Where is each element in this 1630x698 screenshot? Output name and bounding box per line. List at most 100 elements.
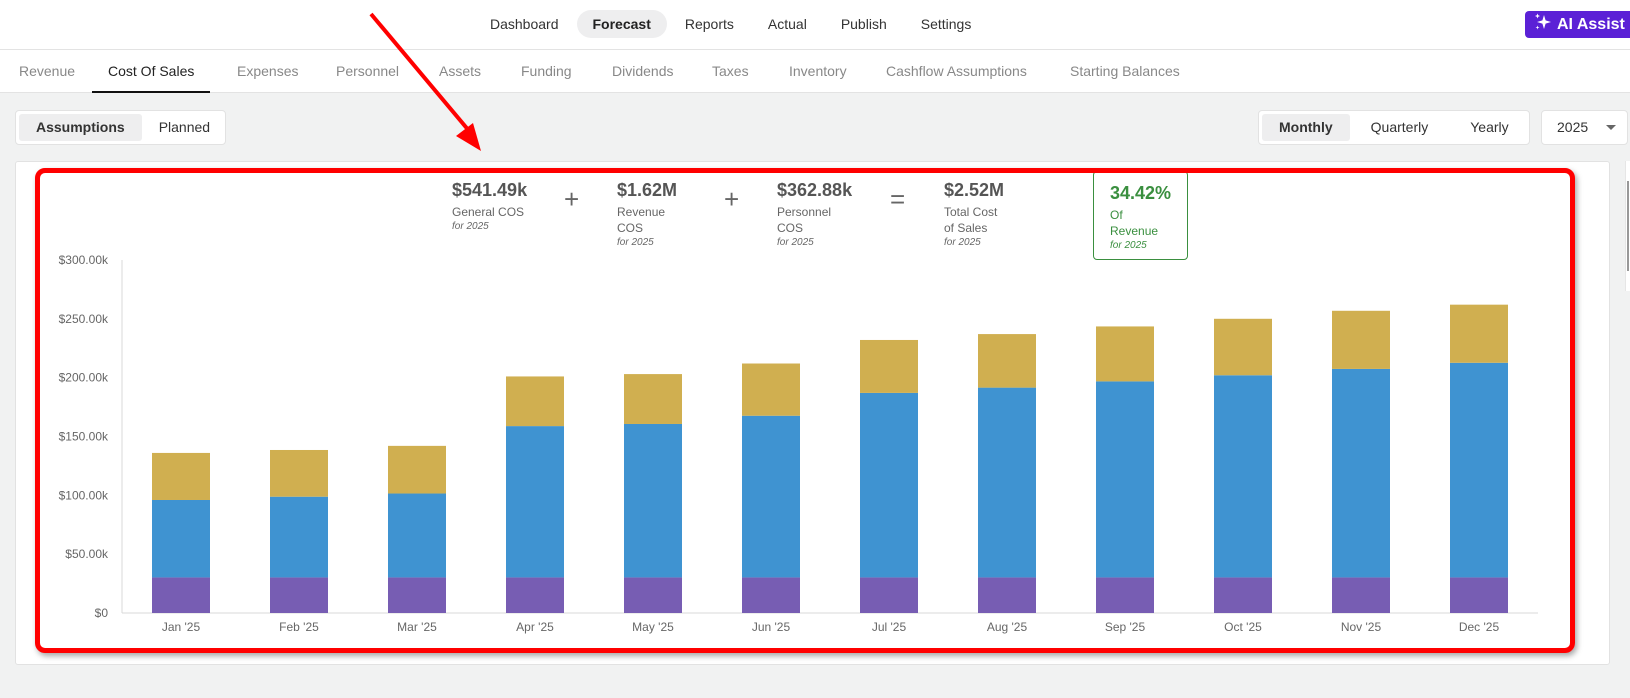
bar-stack[interactable] — [506, 376, 564, 613]
x-tick-label: Jun '25 — [752, 620, 791, 634]
view-toggle: Assumptions Planned — [15, 110, 226, 145]
tab-taxes[interactable]: Taxes — [712, 63, 749, 79]
kpi-period: for 2025 — [1110, 240, 1147, 251]
bar-personnel-cos[interactable] — [270, 577, 328, 613]
bar-personnel-cos[interactable] — [1450, 577, 1508, 613]
x-tick-label: Mar '25 — [397, 620, 437, 634]
section-tabs: Revenue Cost Of Sales Expenses Personnel… — [0, 50, 1630, 93]
bar-revenue-cos[interactable] — [506, 426, 564, 578]
bar-general-cos[interactable] — [388, 445, 446, 494]
bar-personnel-cos[interactable] — [978, 577, 1036, 613]
nav-publish[interactable]: Publish — [840, 16, 887, 32]
bar-stack[interactable] — [152, 452, 210, 613]
kpi-label: Revenue COS — [617, 205, 666, 235]
x-tick-label: Nov '25 — [1341, 620, 1382, 634]
bar-general-cos[interactable] — [270, 449, 328, 497]
ai-assist-label: AI Assist — [1557, 15, 1625, 33]
tab-starting-balances[interactable]: Starting Balances — [1070, 63, 1180, 79]
bar-revenue-cos[interactable] — [270, 496, 328, 578]
bar-general-cos[interactable] — [506, 376, 564, 427]
bar-general-cos[interactable] — [1214, 318, 1272, 376]
nav-actual[interactable]: Actual — [767, 16, 807, 32]
nav-reports[interactable]: Reports — [684, 16, 734, 32]
kpi-label: Personnel COS — [777, 205, 832, 235]
bar-revenue-cos[interactable] — [1332, 368, 1390, 578]
yearly-toggle[interactable]: Yearly — [1470, 119, 1509, 135]
bar-personnel-cos[interactable] — [742, 577, 800, 613]
bar-personnel-cos[interactable] — [506, 577, 564, 613]
bar-personnel-cos[interactable] — [1214, 577, 1272, 613]
tab-cost-of-sales[interactable]: Cost Of Sales — [92, 50, 211, 93]
tab-cashflow-assumptions[interactable]: Cashflow Assumptions — [886, 63, 1027, 79]
kpi-value: 34.42% — [1110, 183, 1172, 203]
kpi-revenue-cos: $1.62M Revenue COS for 2025 — [617, 178, 677, 250]
bar-stack[interactable] — [978, 334, 1036, 613]
bar-revenue-cos[interactable] — [624, 423, 682, 578]
bar-personnel-cos[interactable] — [860, 577, 918, 613]
y-tick-label: $0 — [95, 606, 109, 620]
tab-funding[interactable]: Funding — [521, 63, 572, 79]
bar-general-cos[interactable] — [742, 363, 800, 416]
bar-stack[interactable] — [1450, 304, 1508, 613]
year-select-value: 2025 — [1557, 119, 1589, 135]
nav-forecast[interactable]: Forecast — [576, 10, 667, 38]
bar-stack[interactable] — [624, 374, 682, 613]
bar-personnel-cos[interactable] — [1332, 577, 1390, 613]
bar-revenue-cos[interactable] — [1214, 375, 1272, 578]
bar-general-cos[interactable] — [1096, 326, 1154, 382]
tab-inventory[interactable]: Inventory — [789, 63, 847, 79]
kpi-value: $2.52M — [944, 180, 1005, 200]
nav-dashboard[interactable]: Dashboard — [490, 16, 559, 32]
bar-revenue-cos[interactable] — [1450, 362, 1508, 578]
bar-stack[interactable] — [860, 339, 918, 613]
bar-general-cos[interactable] — [1450, 304, 1508, 363]
bar-personnel-cos[interactable] — [388, 577, 446, 613]
bar-personnel-cos[interactable] — [624, 577, 682, 613]
kpi-personnel-cos: $362.88k Personnel COS for 2025 — [777, 178, 852, 250]
kpi-value: $541.49k — [452, 180, 528, 200]
tab-dividends[interactable]: Dividends — [612, 63, 674, 79]
bar-revenue-cos[interactable] — [742, 415, 800, 578]
ai-assist-button[interactable]: AI Assist — [1525, 11, 1630, 38]
bar-stack[interactable] — [1214, 318, 1272, 613]
x-tick-label: Dec '25 — [1459, 620, 1500, 634]
bar-revenue-cos[interactable] — [388, 493, 446, 578]
bar-general-cos[interactable] — [152, 452, 210, 500]
bar-general-cos[interactable] — [1332, 310, 1390, 369]
bar-stack[interactable] — [270, 449, 328, 613]
y-tick-label: $150.00k — [59, 430, 109, 444]
quarterly-toggle[interactable]: Quarterly — [1370, 119, 1429, 135]
plus-operator: + — [724, 184, 740, 214]
bar-stack[interactable] — [1096, 326, 1154, 613]
main-nav: Dashboard Forecast Reports Actual Publis… — [474, 10, 989, 38]
bar-stacks — [152, 304, 1508, 613]
tab-revenue[interactable]: Revenue — [19, 63, 76, 79]
bar-general-cos[interactable] — [978, 334, 1036, 388]
year-select[interactable]: 2025 — [1541, 110, 1628, 145]
y-tick-label: $200.00k — [59, 371, 109, 385]
planned-toggle[interactable]: Planned — [158, 119, 211, 135]
x-tick-label: Jul '25 — [872, 620, 907, 634]
bar-general-cos[interactable] — [860, 339, 918, 393]
bar-stack[interactable] — [1332, 310, 1390, 613]
bar-general-cos[interactable] — [624, 374, 682, 424]
y-tick-label: $50.00k — [65, 547, 109, 561]
bar-revenue-cos[interactable] — [1096, 381, 1154, 578]
x-tick-label: Aug '25 — [987, 620, 1028, 634]
kpi-value: $362.88k — [777, 180, 853, 200]
kpi-period: for 2025 — [777, 237, 814, 248]
bar-revenue-cos[interactable] — [978, 387, 1036, 578]
bar-revenue-cos[interactable] — [152, 499, 210, 578]
bar-stack[interactable] — [388, 445, 446, 613]
nav-settings[interactable]: Settings — [920, 16, 972, 32]
bar-revenue-cos[interactable] — [860, 392, 918, 578]
bar-stack[interactable] — [742, 363, 800, 613]
bar-personnel-cos[interactable] — [152, 577, 210, 613]
y-tick-label: $250.00k — [59, 312, 109, 326]
bar-personnel-cos[interactable] — [1096, 577, 1154, 613]
tab-expenses[interactable]: Expenses — [237, 63, 299, 79]
scrollbar[interactable] — [1627, 181, 1629, 271]
monthly-toggle[interactable]: Monthly — [1262, 114, 1350, 141]
assumptions-toggle[interactable]: Assumptions — [19, 114, 142, 141]
